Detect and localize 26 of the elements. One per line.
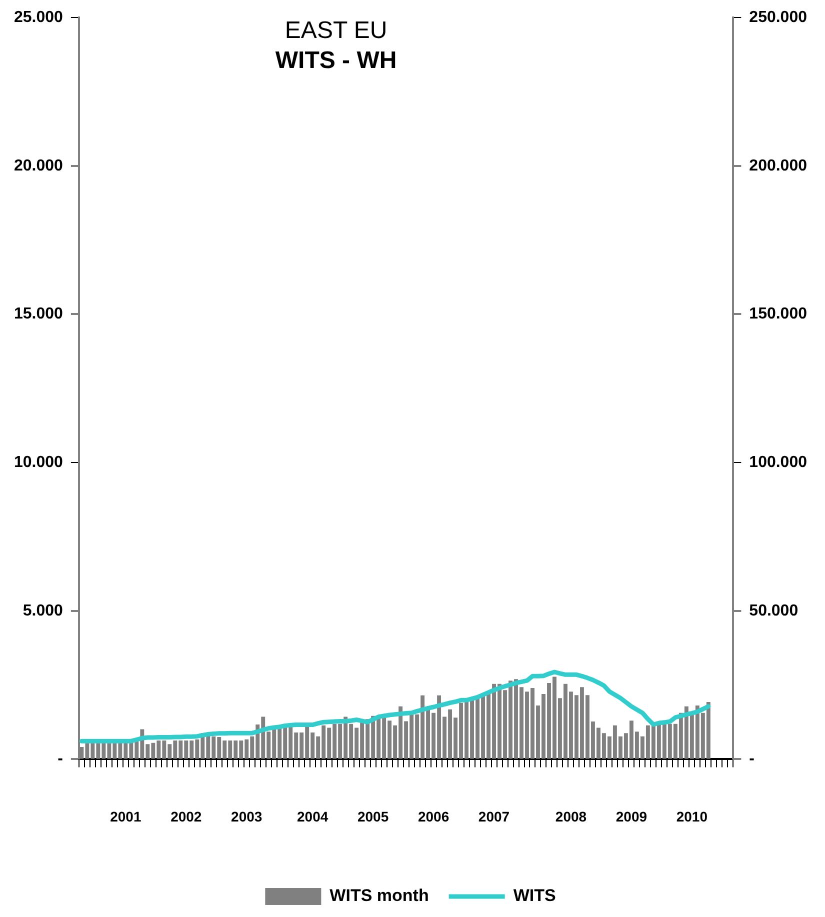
x-tick-label: 2004 [297, 808, 328, 824]
x-tick-label: 2007 [478, 808, 510, 824]
y2-tick-label: 50.000 [749, 602, 798, 620]
text: WITS - WH [275, 47, 397, 74]
y2-tick-label: 100.000 [749, 454, 808, 471]
x-tick-label: 2009 [616, 808, 648, 824]
legend-label: WITS month [330, 886, 429, 906]
x-tick-label: 2002 [170, 808, 202, 824]
y-tick-label: 25.000 [14, 9, 64, 26]
y2-tick-label: 250.000 [749, 9, 808, 26]
x-tick-label: 2010 [676, 808, 708, 824]
x-tick-label: 2003 [231, 808, 262, 824]
y-tick-label: - [58, 750, 63, 768]
chart-title: EAST EU [284, 17, 388, 44]
y-tick-label: 20.000 [14, 157, 64, 174]
legend-label: WITS [513, 886, 556, 906]
y-tick-label: 10.000 [14, 454, 64, 471]
y-tick-label: 15.000 [14, 306, 64, 323]
y2-tick-label: 200.000 [749, 157, 808, 174]
x-tick-label: 2006 [418, 808, 450, 824]
y2-tick-label: 150.000 [749, 306, 808, 323]
x-tick-label: 2008 [555, 808, 587, 824]
y2-tick-label: - [749, 750, 754, 768]
x-tick-label: 2005 [357, 808, 389, 824]
x-tick-label: 2001 [110, 808, 142, 824]
y-tick-label: 5.000 [22, 602, 64, 620]
